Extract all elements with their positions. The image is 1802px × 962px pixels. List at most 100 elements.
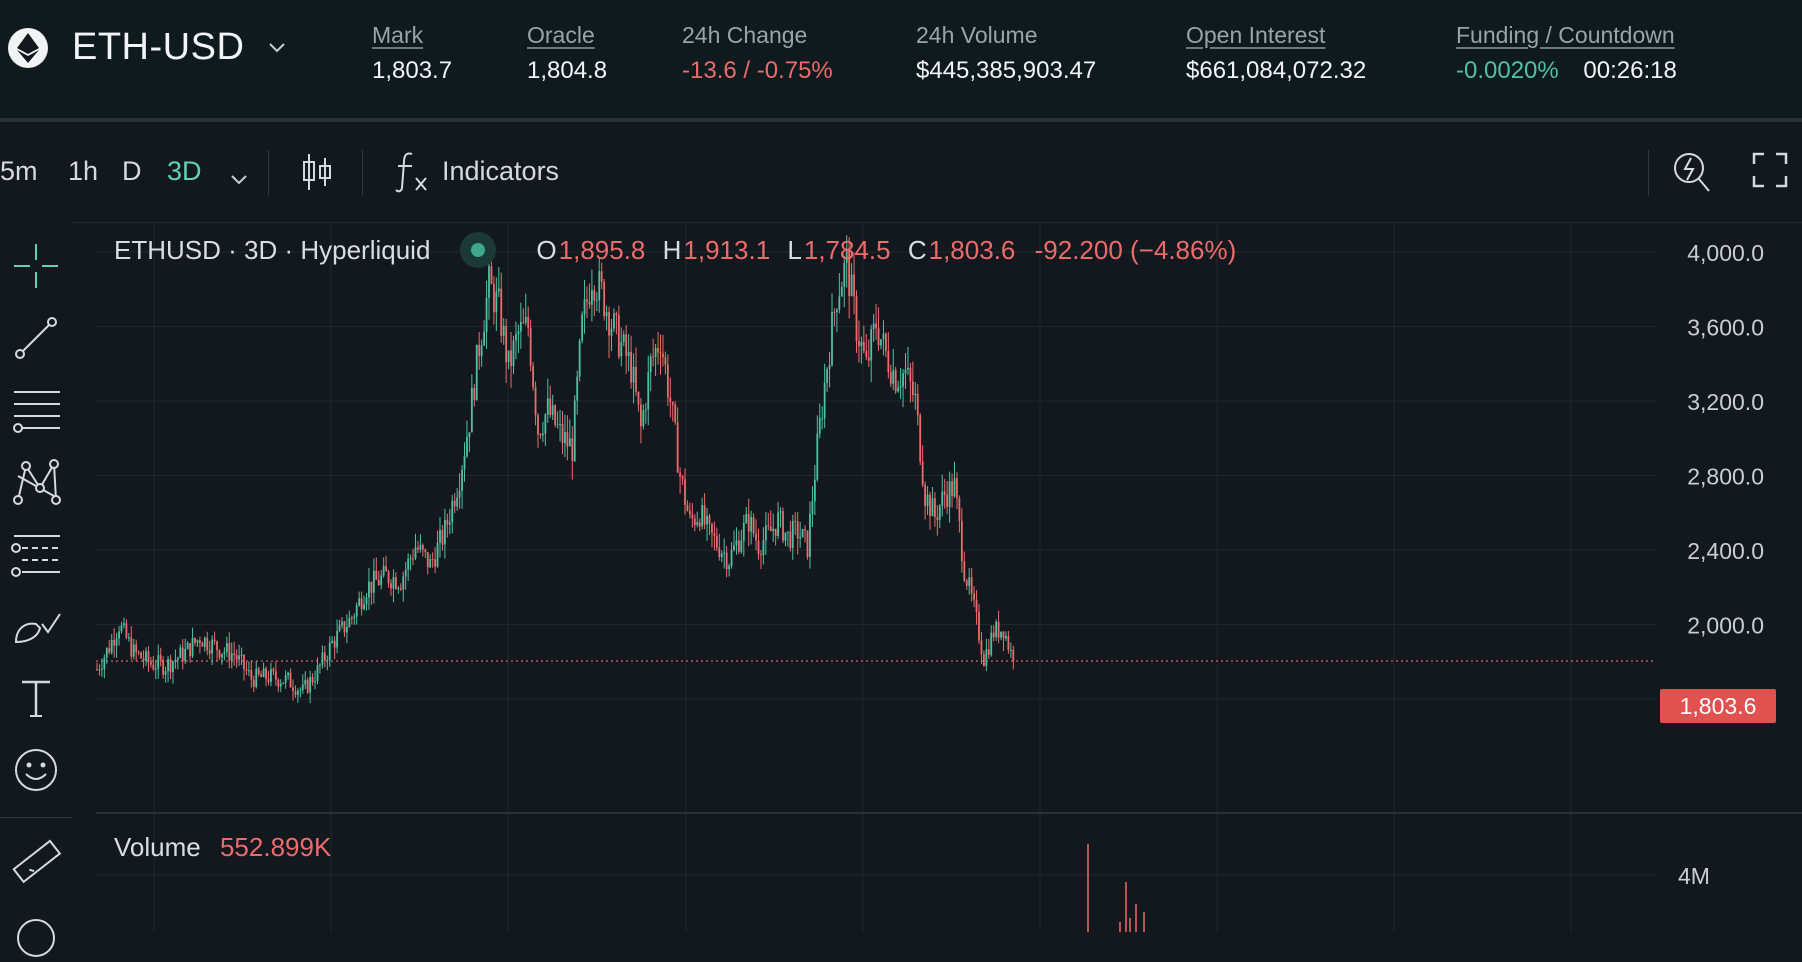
- stat-24h-volume: 24h Volume $445,385,903.47: [916, 22, 1096, 85]
- interval-3d[interactable]: 3D: [167, 156, 202, 186]
- candle-body: [632, 366, 635, 383]
- stat-label-open-interest[interactable]: Open Interest: [1186, 22, 1326, 48]
- candle-body: [176, 657, 179, 660]
- candle-body: [230, 653, 233, 661]
- pair-selector[interactable]: ETH-USD: [8, 26, 286, 69]
- brush-icon[interactable]: [8, 598, 64, 654]
- candle-body: [539, 434, 542, 436]
- chevron-down-icon[interactable]: [230, 162, 248, 193]
- candle-body: [458, 491, 461, 498]
- candle-body: [480, 345, 483, 356]
- price-chart[interactable]: 4,400.04,000.03,600.03,200.02,800.02,400…: [96, 222, 1802, 932]
- candle-body: [218, 650, 221, 658]
- candle-body: [544, 414, 547, 434]
- candle-body: [323, 652, 326, 661]
- candle-body: [708, 515, 711, 524]
- interval-5m[interactable]: 5m: [0, 156, 38, 186]
- interval-1h[interactable]: 1h: [68, 156, 99, 186]
- candle-body: [747, 514, 750, 532]
- candle-body: [233, 653, 236, 656]
- candle-body: [926, 494, 929, 506]
- candle-body: [760, 554, 762, 556]
- candles: [96, 235, 1015, 704]
- stat-label-funding[interactable]: Funding / Countdown: [1456, 22, 1675, 48]
- candle-body: [137, 651, 140, 653]
- chevron-down-icon[interactable]: [268, 41, 286, 59]
- stat-label-mark[interactable]: Mark: [372, 22, 424, 48]
- magnet-icon[interactable]: [8, 906, 64, 962]
- candle-body: [301, 684, 304, 690]
- candle-body: [845, 249, 848, 263]
- candle-body: [402, 576, 405, 590]
- candle-body: [250, 670, 253, 680]
- candle-body: [855, 296, 858, 341]
- candle-body: [779, 511, 782, 513]
- candle-body: [657, 348, 659, 353]
- candle-body: [554, 405, 557, 425]
- candle-body: [267, 679, 270, 682]
- candle-body: [740, 540, 743, 552]
- indicators-button[interactable]: Indicators: [442, 156, 560, 186]
- candle-body: [794, 520, 797, 522]
- candle-body: [598, 271, 601, 300]
- candle-body: [444, 520, 446, 545]
- candle-body: [911, 381, 914, 396]
- candle-body: [750, 517, 753, 532]
- candlestick-icon[interactable]: [300, 152, 334, 199]
- candle-body: [211, 639, 214, 654]
- candle-body: [470, 387, 473, 433]
- candle-body: [916, 393, 919, 416]
- candle-body: [341, 621, 343, 626]
- candle-body: [289, 672, 292, 688]
- candle-body: [691, 514, 694, 519]
- candle-body: [238, 655, 240, 660]
- candle-body: [769, 526, 772, 532]
- candle-body: [346, 627, 348, 633]
- candle-body: [527, 316, 530, 328]
- candle-body: [252, 679, 255, 687]
- candle-body: [314, 681, 316, 683]
- candle-body: [684, 479, 686, 506]
- candle-body: [132, 644, 135, 657]
- search-zoom-icon[interactable]: [1672, 150, 1712, 201]
- open-label: O: [536, 234, 557, 265]
- stat-label-change: 24h Change: [682, 22, 808, 48]
- text-icon[interactable]: [8, 670, 64, 726]
- candle-body: [524, 316, 527, 323]
- candle-body: [483, 331, 485, 346]
- emoji-icon[interactable]: [8, 742, 64, 798]
- candle-body: [605, 312, 608, 317]
- candle-body: [755, 533, 757, 541]
- candle-body: [956, 478, 958, 499]
- candle-body: [711, 523, 713, 534]
- ruler-icon[interactable]: [8, 834, 64, 890]
- candle-body: [907, 367, 909, 370]
- candle-body: [813, 479, 816, 502]
- candle-body: [125, 623, 128, 638]
- function-icon[interactable]: [392, 148, 432, 201]
- candle-body: [225, 643, 228, 652]
- candle-body: [228, 643, 231, 661]
- candle-body: [738, 540, 740, 552]
- candle-body: [105, 648, 108, 658]
- candle-body: [556, 424, 559, 426]
- price-tick: 2,000.0: [1687, 613, 1764, 639]
- horizontal-lines-icon[interactable]: [8, 382, 64, 438]
- candle-body: [431, 559, 434, 561]
- candle-body: [350, 617, 353, 619]
- fullscreen-icon[interactable]: [1752, 152, 1788, 195]
- candle-body: [809, 513, 811, 557]
- last-price-label: 1,803.6: [1660, 689, 1776, 723]
- interval-d[interactable]: D: [122, 156, 142, 186]
- candle-body: [767, 525, 770, 527]
- candle-body: [282, 682, 285, 684]
- crosshair-icon[interactable]: [8, 238, 64, 294]
- candle-body: [495, 291, 498, 313]
- pattern-icon[interactable]: [8, 454, 64, 510]
- candle-body: [515, 334, 517, 341]
- stat-label-oracle[interactable]: Oracle: [527, 22, 595, 48]
- trend-line-icon[interactable]: [8, 310, 64, 366]
- candle-body: [899, 386, 902, 388]
- fib-levels-icon[interactable]: [8, 526, 64, 582]
- low-value: 1,784.5: [803, 234, 891, 265]
